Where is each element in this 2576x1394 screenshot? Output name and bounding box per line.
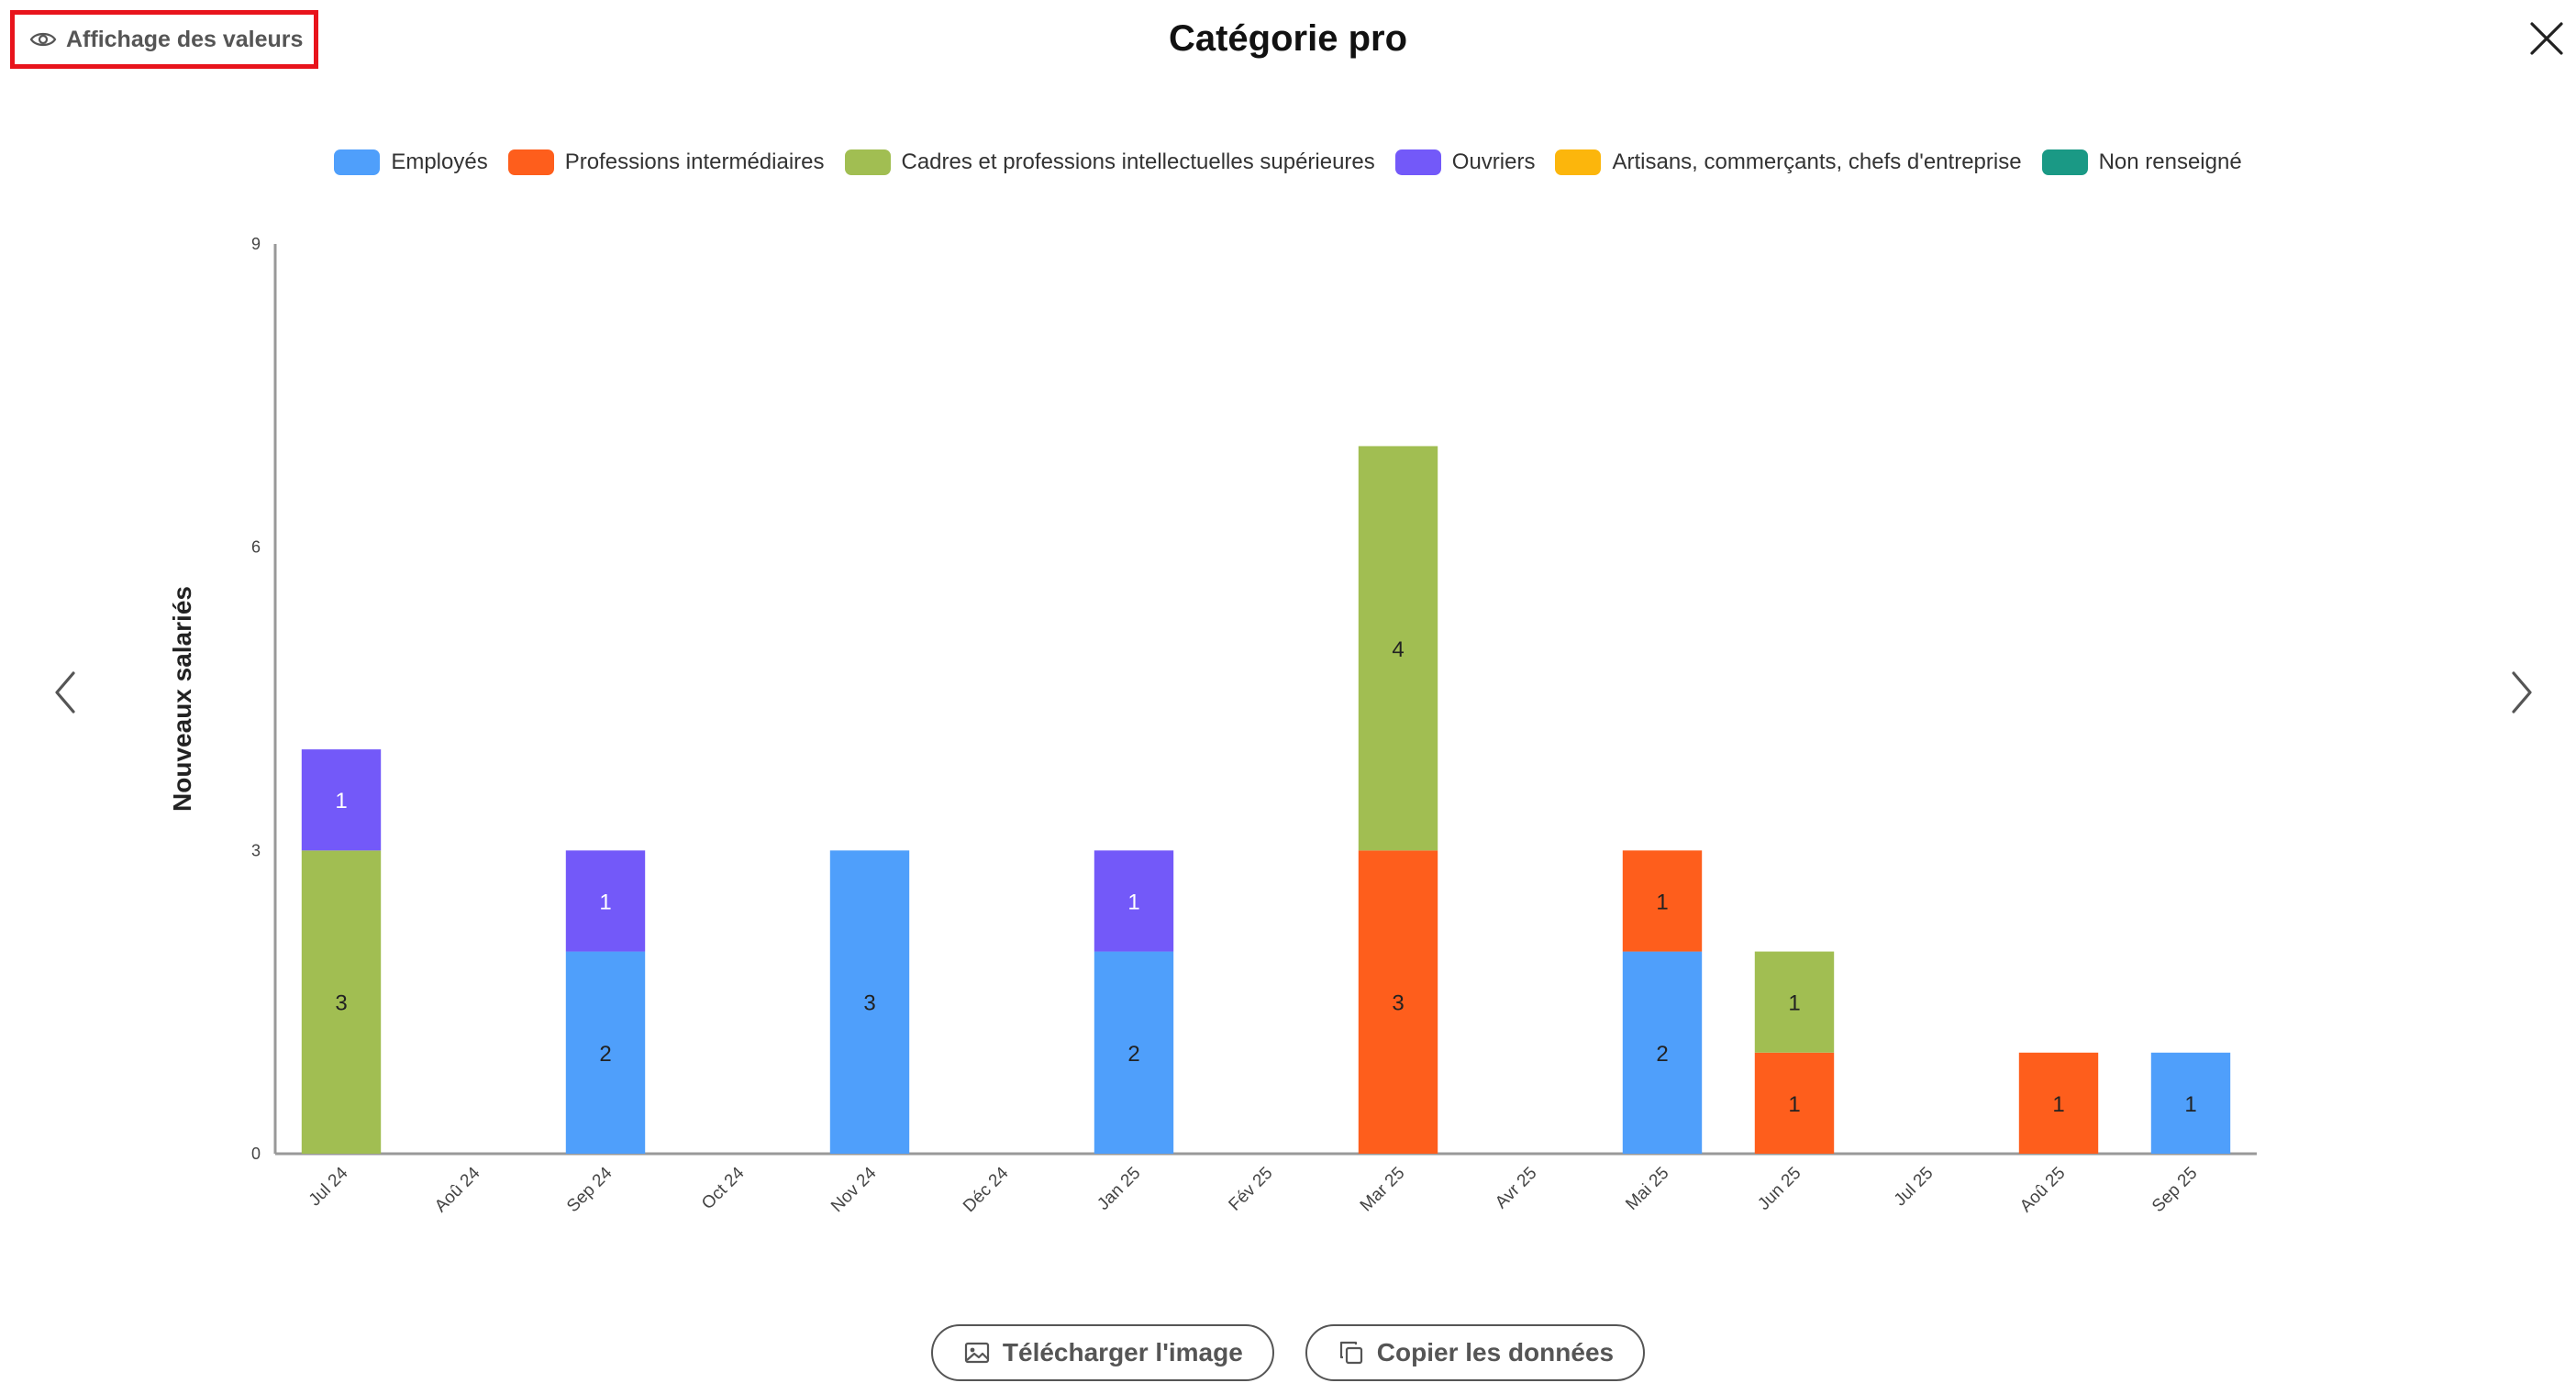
chevron-left-icon[interactable] <box>51 669 79 715</box>
x-tick-label: Fév 25 <box>1226 1164 1277 1215</box>
bar-value-label: 2 <box>1656 1042 1668 1067</box>
legend-item-employes[interactable]: Employés <box>334 149 488 175</box>
bar-value-label: 3 <box>863 991 875 1016</box>
bar-value-label: 3 <box>1392 991 1404 1016</box>
copy-data-label: Copier les données <box>1376 1338 1615 1366</box>
bar-value-label: 1 <box>599 890 611 914</box>
bar-value-label: 1 <box>1788 1092 1800 1117</box>
bar-segment-professions-intermediaires <box>1754 1052 1835 1154</box>
x-tick-label: Jun 25 <box>1754 1164 1804 1214</box>
legend-item-cadres-et-professions-intellectuelles-superieures[interactable]: Cadres et professions intellectuelles su… <box>844 149 1375 175</box>
bar-segment-ouvriers <box>301 749 382 851</box>
legend-swatch <box>1555 149 1602 175</box>
bar-segment-professions-intermediaires <box>1358 850 1438 1154</box>
bar-segment-employes <box>565 951 646 1154</box>
legend-item-artisans-commercants-chefs-d-entreprise[interactable]: Artisans, commerçants, chefs d'entrepris… <box>1555 149 2022 175</box>
legend-label: Cadres et professions intellectuelles su… <box>901 149 1375 174</box>
x-tick-label: Déc 24 <box>960 1163 1013 1216</box>
legend-label: Professions intermédiaires <box>564 149 825 174</box>
y-tick-label: 3 <box>251 841 261 859</box>
bar-value-label: 2 <box>599 1042 611 1067</box>
legend-swatch <box>507 149 554 175</box>
bar-value-label: 1 <box>1127 890 1139 914</box>
close-icon[interactable] <box>2528 20 2565 57</box>
bar-segment-cadres-et-professions-intellectuelles-superieures <box>301 850 382 1154</box>
y-axis-label: Nouveaux salariés <box>168 586 196 812</box>
bar-segment-cadres-et-professions-intellectuelles-superieures <box>1754 951 1835 1053</box>
legend-swatch <box>334 149 381 175</box>
y-tick-label: 0 <box>251 1145 261 1163</box>
bar-value-label: 1 <box>1788 991 1800 1016</box>
bar-segment-employes <box>1622 951 1703 1154</box>
x-tick-label: Nov 24 <box>827 1163 881 1216</box>
values-toggle-label: Affichage des valeurs <box>66 26 304 52</box>
x-tick-label: Aoû 24 <box>431 1163 484 1216</box>
bar-value-label: 1 <box>335 789 347 813</box>
x-tick-label: Sep 24 <box>563 1163 616 1216</box>
bar-segment-employes <box>2150 1052 2231 1154</box>
legend-swatch <box>844 149 891 175</box>
x-tick-label: Mar 25 <box>1357 1164 1409 1216</box>
eye-icon <box>29 32 57 47</box>
bar-segment-professions-intermediaires <box>1622 850 1703 952</box>
bar-segment-employes <box>1094 951 1174 1154</box>
chevron-right-icon[interactable] <box>2508 669 2536 715</box>
bar-segment-professions-intermediaires <box>2018 1052 2099 1154</box>
bar-value-label: 3 <box>335 991 347 1016</box>
download-image-label: Télécharger l'image <box>1002 1338 1243 1366</box>
bar-segment-employes <box>829 850 910 1154</box>
download-image-button[interactable]: Télécharger l'image <box>930 1324 1274 1381</box>
legend-label: Artisans, commerçants, chefs d'entrepris… <box>1612 149 2022 174</box>
bar-value-label: 4 <box>1392 637 1404 662</box>
legend-item-ouvriers[interactable]: Ouvriers <box>1394 149 1536 175</box>
bar-segment-cadres-et-professions-intellectuelles-superieures <box>1358 446 1438 851</box>
x-tick-label: Oct 24 <box>698 1163 749 1213</box>
y-tick-label: 6 <box>251 538 261 557</box>
legend-item-professions-intermediaires[interactable]: Professions intermédiaires <box>507 149 825 175</box>
x-tick-label: Avr 25 <box>1492 1164 1540 1212</box>
bar-segment-ouvriers <box>1094 850 1174 952</box>
y-tick-label: 9 <box>251 235 261 253</box>
legend-swatch <box>1394 149 1441 175</box>
legend-label: Ouvriers <box>1451 149 1536 174</box>
values-toggle-button[interactable]: Affichage des valeurs <box>10 10 318 69</box>
x-tick-label: Aoû 25 <box>2016 1164 2069 1216</box>
chart-title: Catégorie pro <box>1168 18 1408 59</box>
legend-item-non-renseigne[interactable]: Non renseigné <box>2041 149 2242 175</box>
bar-value-label: 2 <box>1127 1042 1139 1067</box>
copy-data-button[interactable]: Copier les données <box>1305 1324 1646 1381</box>
legend-label: Employés <box>391 149 488 174</box>
bar-value-label: 1 <box>1656 890 1668 914</box>
legend-label: Non renseigné <box>2098 149 2242 174</box>
x-tick-label: Jan 25 <box>1094 1164 1144 1214</box>
bar-value-label: 1 <box>2052 1092 2064 1117</box>
x-tick-label: Jul 24 <box>305 1163 352 1210</box>
image-icon <box>964 1342 990 1364</box>
bar-segment-ouvriers <box>565 850 646 952</box>
x-tick-label: Jul 25 <box>1891 1164 1938 1211</box>
x-tick-label: Sep 25 <box>2149 1164 2201 1216</box>
chart-legend: Employés Professions intermédiaires Cadres… <box>0 147 2576 178</box>
bar-value-label: 1 <box>2184 1092 2196 1117</box>
legend-swatch <box>2041 149 2088 175</box>
copy-icon <box>1339 1341 1362 1365</box>
x-tick-label: Mai 25 <box>1622 1164 1672 1214</box>
stacked-bar-chart: 0 3 6 9 Nouveaux salariés 3 1 Jul 24 Aoû 24 2 1 Sep… <box>168 235 2257 1216</box>
